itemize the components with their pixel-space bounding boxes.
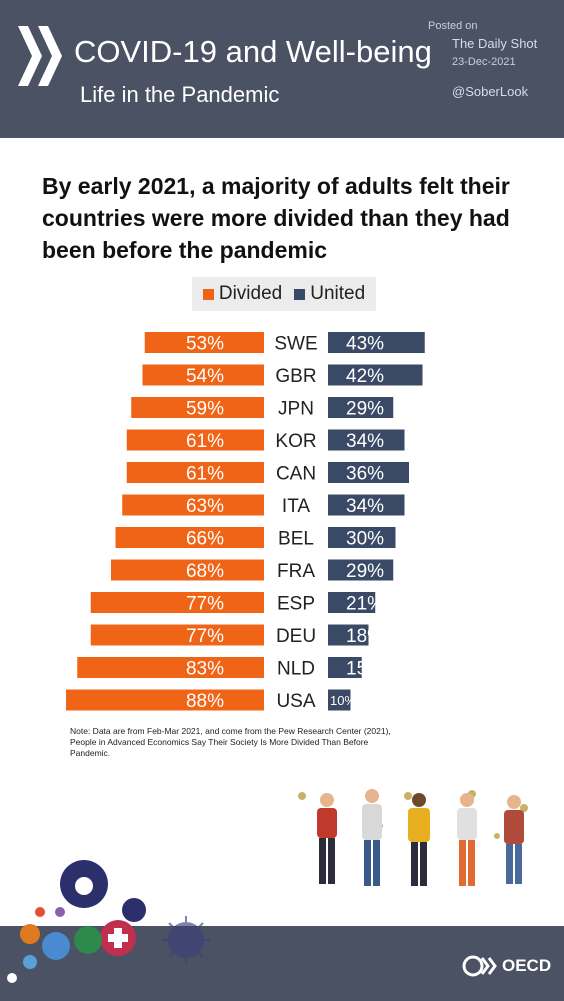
person-5 [504,795,524,884]
header-banner: COVID-19 and Well-being Life in the Pand… [0,0,564,138]
category-label-swe: SWE [274,334,317,355]
legend-item-divided: Divided [202,283,283,305]
bar-divided-swe [144,332,264,353]
person-4 [457,793,477,886]
bar-united-swe [328,332,425,353]
bar-united-ita [328,494,405,516]
bar-united-deu [328,624,369,646]
label-united-nld: 15% [346,659,384,680]
bar-united-esp [328,592,376,613]
label-united-can: 36% [346,464,384,485]
bar-divided-can [126,462,264,483]
chart-title: By early 2021, a majority of adults felt… [42,173,510,263]
label-united-fra: 29% [346,561,384,582]
bar-divided-kor [126,429,264,451]
label-divided-swe: 53% [186,334,224,355]
handshake-icon [42,932,70,960]
category-label-bel: BEL [278,529,314,550]
bar-divided-bel [115,527,264,548]
bar-divided-deu [90,624,264,646]
label-divided-esp: 77% [186,594,224,615]
label-divided-deu: 77% [186,626,224,647]
home-icon [23,955,37,969]
legend-label-divided: Divided [218,283,283,304]
legend-swatch-united [294,288,306,300]
label-united-usa: 10% [330,693,356,708]
label-divided-ita: 63% [186,496,224,517]
butterfly-bar-chart: 53% SWE 43% 54% GBR 42% 59% JPN 29% 61% KOR 34% 61% C… [66,332,425,712]
walking-person-icon [7,973,17,983]
label-united-deu: 18% [346,626,384,647]
oecd-logo-text: OECD [502,956,552,975]
coronavirus-icon [162,916,210,964]
bar-united-jpn [328,397,394,418]
label-united-kor: 34% [346,431,384,452]
bar-united-can [328,462,409,483]
label-divided-jpn: 59% [186,399,224,420]
label-united-gbr: 42% [346,366,384,387]
label-united-bel: 30% [346,529,384,550]
bar-divided-nld [77,657,264,678]
source-note: Note: Data are from Feb-Mar 2021, and co… [70,726,391,758]
bar-divided-fra [111,559,264,581]
wellbeing-icons-cluster [7,860,210,983]
oecd-logo-icon [462,955,497,977]
label-united-esp: 21% [346,594,384,615]
bar-united-fra [328,559,394,581]
pine-tree-icon [74,926,102,954]
category-label-kor: KOR [275,431,316,452]
bar-divided-ita [122,494,264,516]
label-divided-kor: 61% [186,431,224,452]
bar-united-nld [328,657,362,678]
people-illustration [298,789,528,886]
globe-icon [55,907,65,917]
category-label-fra: FRA [277,561,315,582]
header-title: COVID-19 and Well-being [74,34,432,69]
label-united-ita: 34% [346,496,384,517]
watermark-posted-on: Posted on [428,20,478,32]
label-united-swe: 43% [346,334,384,355]
oecd-logo: OECD [462,955,551,977]
heart-icon [35,907,45,917]
label-divided-can: 61% [186,464,224,485]
oecd-chevrons-icon [18,26,62,86]
legend-item-united: United [294,283,365,305]
person-1 [317,793,337,884]
category-label-ita: ITA [282,496,310,517]
label-divided-fra: 68% [186,561,224,582]
bar-united-gbr [328,364,423,386]
people-icon [20,924,40,944]
bar-united-bel [328,527,396,548]
bar-united-usa [328,689,351,711]
bar-divided-gbr [142,364,264,386]
bar-divided-esp [90,592,264,613]
scales-icon [122,898,146,922]
bar-divided-jpn [131,397,264,418]
category-label-nld: NLD [277,659,315,680]
chart-legend: Divided United [192,277,376,311]
legend-label-united: United [310,283,366,304]
label-divided-bel: 66% [186,529,224,550]
watermark-date: 23-Dec-2021 [452,56,516,68]
category-label-jpn: JPN [278,399,314,420]
category-label-deu: DEU [276,626,316,647]
header-subtitle: Life in the Pandemic [80,82,280,107]
label-united-jpn: 29% [346,399,384,420]
category-label-esp: ESP [277,594,315,615]
category-label-gbr: GBR [275,366,316,387]
watermark-handle: @SoberLook [452,84,529,99]
bar-divided-usa [66,689,264,711]
label-divided-usa: 88% [186,691,224,712]
watermark-source: The Daily Shot [452,36,538,51]
legend-swatch-divided [202,288,214,300]
label-divided-gbr: 54% [186,366,224,387]
person-3 [408,793,430,886]
category-label-can: CAN [276,464,316,485]
label-divided-nld: 83% [186,659,224,680]
person-2 [362,789,382,886]
category-label-usa: USA [276,691,315,712]
bar-united-kor [328,429,405,451]
